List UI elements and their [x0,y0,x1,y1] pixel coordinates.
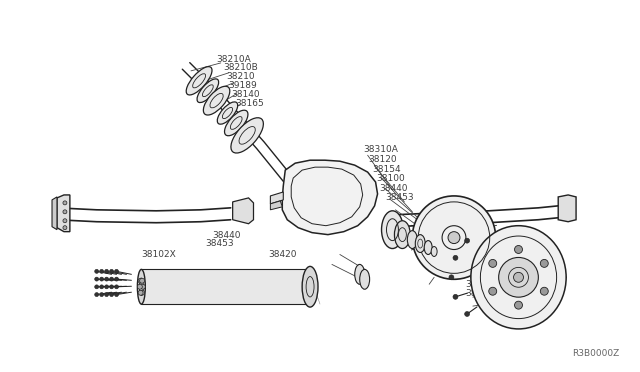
Circle shape [489,287,497,295]
Polygon shape [270,201,282,210]
Polygon shape [141,269,310,304]
Text: 38210: 38210 [226,72,255,81]
Ellipse shape [138,269,145,304]
Circle shape [412,196,495,279]
Circle shape [138,290,143,295]
Circle shape [515,301,522,309]
Circle shape [100,277,104,281]
Text: 38210A: 38210A [216,55,252,64]
Text: 38351: 38351 [452,212,481,221]
Ellipse shape [431,247,437,256]
Polygon shape [57,195,70,232]
Ellipse shape [225,110,248,136]
Ellipse shape [381,211,403,248]
Ellipse shape [394,221,410,248]
Polygon shape [282,160,378,235]
Circle shape [140,278,145,283]
Circle shape [95,277,99,281]
Circle shape [115,269,118,273]
Circle shape [140,284,145,289]
Text: 38420: 38420 [268,250,296,259]
Circle shape [109,285,113,289]
Circle shape [95,285,99,289]
Text: 38453: 38453 [205,240,234,248]
Circle shape [115,277,118,281]
Circle shape [104,277,109,281]
Text: 38440: 38440 [380,184,408,193]
Text: 38310A: 38310A [363,145,398,154]
Ellipse shape [471,226,566,329]
Circle shape [138,278,143,283]
Polygon shape [52,197,57,230]
Circle shape [453,255,458,260]
Ellipse shape [302,266,318,307]
Polygon shape [270,192,284,204]
Text: R3B0000Z: R3B0000Z [573,349,620,358]
Circle shape [138,284,142,289]
Circle shape [513,272,524,282]
Circle shape [63,226,67,230]
Circle shape [95,293,99,296]
Text: 38440: 38440 [212,231,241,240]
Circle shape [100,269,104,273]
Circle shape [109,269,113,273]
Circle shape [515,246,522,253]
Circle shape [109,293,113,296]
Circle shape [115,293,118,296]
Ellipse shape [204,86,230,115]
Circle shape [140,290,145,295]
Text: 38165: 38165 [235,99,264,108]
Text: 38351A: 38351A [465,280,500,289]
Text: 38120: 38120 [368,155,397,164]
Ellipse shape [360,269,370,289]
Text: 38140: 38140 [231,90,260,99]
Ellipse shape [231,118,264,153]
Circle shape [489,259,497,267]
Circle shape [100,293,104,296]
Ellipse shape [407,231,417,248]
Polygon shape [558,195,576,222]
Circle shape [449,275,454,280]
Circle shape [465,238,470,243]
Circle shape [540,259,548,267]
Circle shape [115,285,118,289]
Ellipse shape [218,102,237,124]
Circle shape [453,294,458,299]
Text: 38351F: 38351F [465,289,499,298]
Circle shape [465,311,470,317]
Circle shape [448,232,460,244]
Polygon shape [233,198,253,224]
Circle shape [104,285,109,289]
Circle shape [63,219,67,223]
Circle shape [100,285,104,289]
Circle shape [95,269,99,273]
Text: 38320: 38320 [451,203,479,212]
Ellipse shape [424,241,432,254]
Circle shape [540,287,548,295]
Text: 38102X: 38102X [141,250,175,259]
Ellipse shape [415,235,425,253]
Circle shape [63,210,67,214]
Circle shape [499,257,538,297]
Text: 38100: 38100 [376,174,404,183]
Text: 38453: 38453 [385,193,413,202]
Circle shape [104,293,109,296]
Ellipse shape [186,67,212,95]
Circle shape [104,269,109,273]
Text: 38210B: 38210B [223,63,258,72]
Circle shape [63,201,67,205]
Text: 39189: 39189 [228,81,257,90]
Ellipse shape [197,79,219,103]
Text: 38154: 38154 [372,164,401,173]
Circle shape [109,277,113,281]
Ellipse shape [355,264,365,284]
